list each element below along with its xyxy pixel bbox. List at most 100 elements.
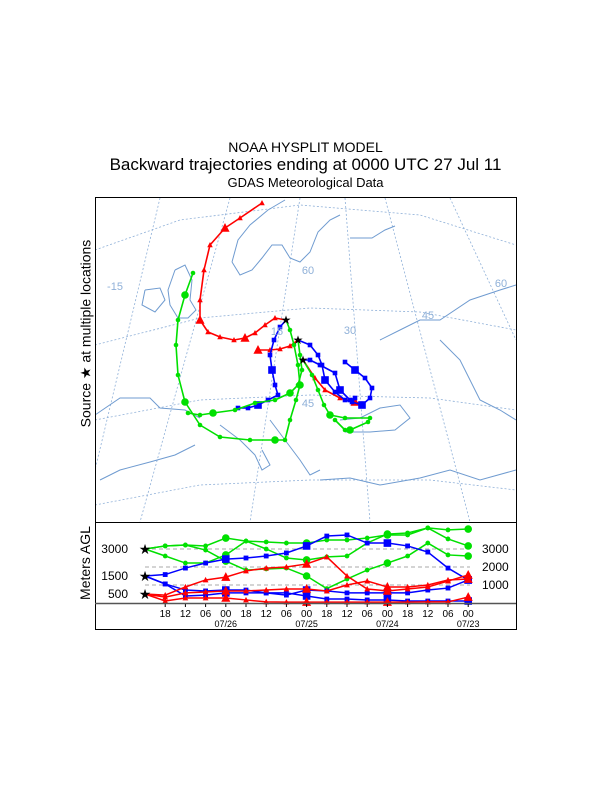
coastline [339,404,411,433]
green-3000-a-circle-marker [203,543,209,549]
green-trajectory-line [187,339,303,416]
red-500-a-triangle-marker [221,593,231,602]
green-3000-a-circle-marker [464,525,473,533]
blue-square-marker [275,392,281,398]
red-triangle-marker [240,333,250,342]
red-triangle-marker [201,267,207,273]
coastline [379,284,516,341]
green-3000-b-circle-marker [425,525,431,531]
coastline [167,264,197,319]
red-500-c-series [144,574,473,600]
latitude-line [96,479,516,506]
green-3000-b-circle-marker [464,542,473,550]
latitude-line [96,204,516,251]
red-triangle-marker [322,387,328,393]
coastline [231,214,341,276]
blue-square-marker [277,324,283,330]
date-label: 07/23 [457,619,480,629]
green-trajectory [173,270,304,444]
blue-square-marker [358,401,366,409]
x-tick-label: 06 [442,609,454,620]
start-star-icon: ★ [139,586,152,602]
longitude-line [384,198,471,522]
right-axis-tick-label: 1000 [482,578,509,592]
red-triangle-marker [259,200,265,206]
grid-label: 15 [271,326,283,338]
blue-1500-c-square-marker [344,590,350,596]
green-circle-marker [342,427,348,433]
green-3000-b-circle-marker [284,555,289,561]
green-circle-marker [217,434,223,440]
coastline [350,225,396,239]
grid-label: 60 [302,265,314,277]
blue-trajectory [303,357,358,403]
red-500-b-triangle-marker [263,564,270,571]
red-500-c-triangle-marker [283,585,290,592]
green-3000-c-circle-marker [464,552,473,560]
blue-square-marker [272,382,278,388]
red-500-b-series [144,553,473,598]
source-star-icon: ★ [281,313,292,327]
green-3000-c-circle-marker [183,542,188,548]
green-circle-marker [175,317,181,323]
blue-1500-a-series [144,532,472,584]
latitude-line [96,394,516,421]
right-axis-tick-label: 3000 [482,542,509,556]
red-triangle-marker [252,330,258,336]
green-3000-c-circle-marker [203,547,209,553]
blue-1500-a-square-marker [324,533,330,539]
longitude-line [249,198,301,522]
red-triangle-marker [205,329,211,335]
blue-square-marker [367,395,373,401]
green-3000-a-circle-marker [222,534,230,542]
source-star-icon: ★ [293,333,304,347]
green-circle-marker [297,352,303,358]
red-500-c-triangle-marker [382,582,392,591]
start-star-icon: ★ [139,568,152,584]
blue-square-marker [342,397,348,403]
red-500-a-triangle-marker [463,592,473,601]
blue-1500-a-square-marker [203,560,208,566]
red-triangle-marker [220,223,230,232]
green-circle-marker [326,411,334,419]
red-triangle-marker [195,315,205,324]
green-circle-marker [247,437,253,443]
blue-1500-a-square-marker [162,572,168,577]
blue-1500-c-square-marker [425,587,431,593]
green-3000-a-circle-marker [324,537,330,543]
red-500-a-triangle-marker [243,596,249,603]
red-triangle-marker [337,395,343,401]
x-tick-label: 00 [382,609,394,620]
right-axis-tick-label: 2000 [482,560,509,574]
green-circle-marker [282,437,288,443]
blue-square-marker [336,386,344,394]
date-label: 07/26 [215,619,238,629]
red-500-c-triangle-marker [344,581,350,588]
longitude-line [449,198,516,341]
date-label: 07/24 [376,619,399,629]
green-trajectory [185,339,305,418]
green-circle-marker [293,397,299,403]
blue-1500-a-square-marker [222,555,230,563]
date-label: 07/25 [295,619,318,629]
blue-square-marker [351,366,359,374]
red-triangle-marker [277,346,283,352]
coastline [269,419,321,476]
green-circle-marker [181,291,189,299]
green-3000-b-circle-marker [405,530,410,536]
start-height-label: 1500 [101,569,128,583]
green-circle-marker [367,415,373,421]
blue-1500-a-square-marker [405,543,410,549]
x-tick-label: 00 [220,609,232,620]
red-500-c-triangle-marker [463,574,473,583]
red-trajectory [195,200,287,343]
red-500-c-triangle-marker [404,583,411,590]
red-triangle-marker [262,322,268,328]
green-3000-b-circle-marker [183,560,188,566]
red-triangle-marker [231,337,237,343]
red-triangle-marker [217,334,223,340]
green-circle-marker [197,412,203,418]
green-circle-marker [295,382,301,388]
x-tick-label: 00 [463,609,475,620]
red-500-b-triangle-marker [364,585,371,592]
